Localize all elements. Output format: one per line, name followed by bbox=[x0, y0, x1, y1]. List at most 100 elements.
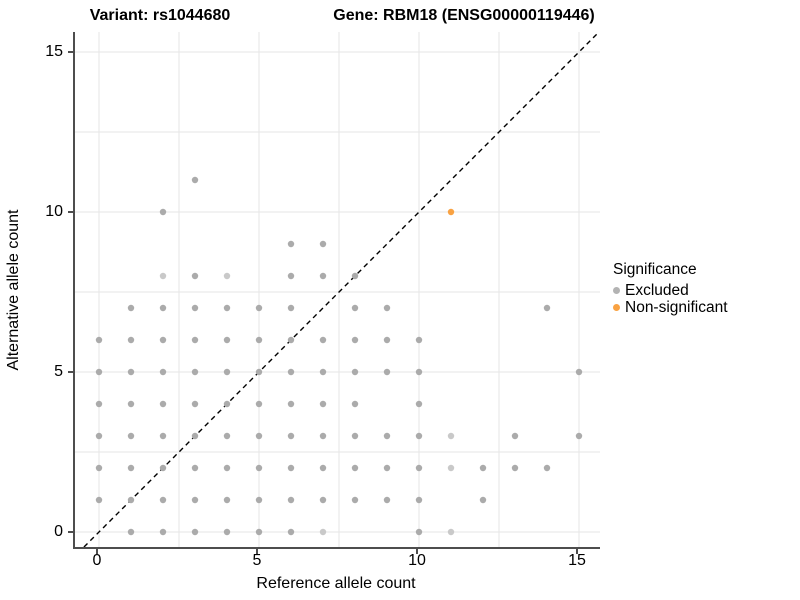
point-excluded bbox=[223, 336, 231, 344]
x-tick-mark bbox=[576, 549, 578, 554]
plot-panel bbox=[73, 32, 600, 549]
y-tick-label: 5 bbox=[54, 363, 63, 380]
point-excluded bbox=[191, 304, 199, 312]
point-non-significant bbox=[447, 208, 455, 216]
point-excluded bbox=[575, 432, 583, 440]
point-excluded bbox=[287, 336, 295, 344]
point-excluded bbox=[127, 464, 135, 472]
point-excluded bbox=[319, 272, 327, 280]
point-excluded bbox=[159, 336, 167, 344]
identity-line bbox=[83, 32, 600, 547]
point-excluded bbox=[95, 400, 103, 408]
point-excluded bbox=[319, 432, 327, 440]
point-excluded bbox=[319, 368, 327, 376]
point-excluded bbox=[543, 464, 551, 472]
point-excluded bbox=[255, 400, 263, 408]
point-excluded bbox=[351, 272, 359, 280]
point-excluded bbox=[95, 496, 103, 504]
point-excluded bbox=[159, 464, 167, 472]
legend-item-excluded: Excluded bbox=[613, 282, 728, 299]
point-excluded bbox=[255, 304, 263, 312]
point-excluded bbox=[415, 432, 423, 440]
point-excluded bbox=[479, 496, 487, 504]
point-excluded bbox=[351, 464, 359, 472]
legend-title: Significance bbox=[613, 261, 697, 278]
point-excluded bbox=[159, 432, 167, 440]
point-excluded bbox=[287, 432, 295, 440]
point-excluded bbox=[479, 464, 487, 472]
point-excluded bbox=[511, 464, 519, 472]
point-excluded bbox=[95, 368, 103, 376]
point-excluded bbox=[159, 496, 167, 504]
gene-title: Gene: RBM18 (ENSG00000119446) bbox=[333, 7, 595, 24]
point-excluded bbox=[255, 336, 263, 344]
point-excluded bbox=[543, 304, 551, 312]
point-excluded bbox=[319, 240, 327, 248]
point-excluded bbox=[351, 336, 359, 344]
point-excluded bbox=[351, 400, 359, 408]
point-excluded bbox=[351, 496, 359, 504]
point-excluded bbox=[287, 240, 295, 248]
plot-svg bbox=[75, 32, 600, 547]
point-excluded bbox=[415, 368, 423, 376]
point-excluded bbox=[351, 368, 359, 376]
point-excluded bbox=[127, 304, 135, 312]
point-excluded bbox=[511, 432, 519, 440]
x-tick-label: 0 bbox=[92, 552, 102, 569]
point-excluded bbox=[255, 464, 263, 472]
point-excluded bbox=[127, 496, 135, 504]
x-tick-mark bbox=[416, 549, 418, 554]
point-excluded bbox=[191, 272, 199, 280]
non-significant-dot-icon bbox=[613, 304, 620, 311]
point-excluded bbox=[191, 176, 199, 184]
y-axis-title: Alternative allele count bbox=[5, 209, 22, 371]
point-excluded bbox=[127, 400, 135, 408]
x-axis-title: Reference allele count bbox=[256, 575, 416, 592]
x-tick-label: 10 bbox=[408, 552, 426, 569]
point-excluded bbox=[447, 528, 455, 536]
y-tick-mark bbox=[68, 531, 73, 533]
legend-item-non-significant: Non-significant bbox=[613, 299, 728, 316]
point-excluded bbox=[127, 432, 135, 440]
y-tick-label: 15 bbox=[45, 43, 63, 60]
variant-title: Variant: rs1044680 bbox=[89, 7, 231, 24]
point-excluded bbox=[287, 272, 295, 280]
point-excluded bbox=[159, 304, 167, 312]
point-excluded bbox=[191, 432, 199, 440]
point-excluded bbox=[383, 336, 391, 344]
point-excluded bbox=[191, 528, 199, 536]
point-excluded bbox=[159, 400, 167, 408]
point-excluded bbox=[415, 528, 423, 536]
point-excluded bbox=[383, 368, 391, 376]
y-tick-label: 0 bbox=[54, 523, 63, 540]
point-excluded bbox=[287, 496, 295, 504]
point-excluded bbox=[95, 336, 103, 344]
point-excluded bbox=[159, 272, 167, 280]
point-excluded bbox=[255, 528, 263, 536]
point-excluded bbox=[95, 464, 103, 472]
point-excluded bbox=[383, 304, 391, 312]
y-tick-label: 10 bbox=[45, 203, 63, 220]
point-excluded bbox=[159, 208, 167, 216]
point-excluded bbox=[191, 336, 199, 344]
point-excluded bbox=[415, 400, 423, 408]
point-excluded bbox=[319, 336, 327, 344]
point-excluded bbox=[127, 336, 135, 344]
point-excluded bbox=[223, 272, 231, 280]
y-tick-mark bbox=[68, 211, 73, 213]
point-excluded bbox=[159, 368, 167, 376]
point-excluded bbox=[351, 432, 359, 440]
point-excluded bbox=[223, 496, 231, 504]
y-tick-mark bbox=[68, 371, 73, 373]
x-tick-mark bbox=[96, 549, 98, 554]
legend-label-excluded: Excluded bbox=[625, 281, 689, 299]
x-tick-label: 15 bbox=[568, 552, 586, 569]
point-excluded bbox=[191, 400, 199, 408]
point-excluded bbox=[255, 368, 263, 376]
legend: Significance Excluded Non-significant bbox=[613, 261, 728, 316]
point-excluded bbox=[415, 496, 423, 504]
point-excluded bbox=[159, 528, 167, 536]
point-excluded bbox=[223, 400, 231, 408]
excluded-dot-icon bbox=[613, 287, 620, 294]
point-excluded bbox=[383, 464, 391, 472]
